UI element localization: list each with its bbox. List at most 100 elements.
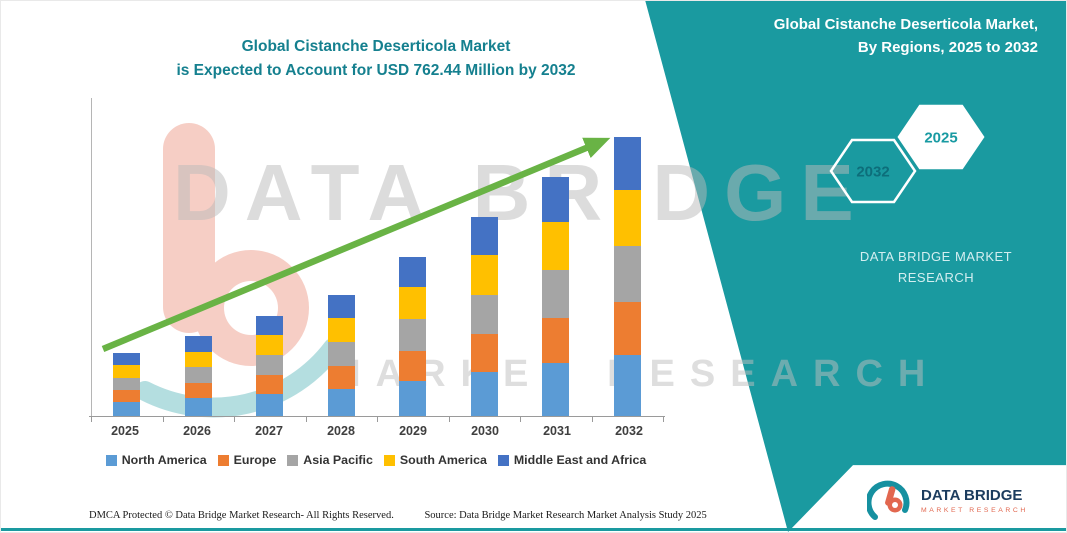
- segment-south-america: [542, 222, 570, 271]
- segment-north-america: [542, 363, 570, 416]
- hexagon-2025: 2025: [897, 104, 985, 170]
- segment-middle-east-and-africa: [399, 256, 427, 287]
- segment-middle-east-and-africa: [184, 336, 212, 352]
- segment-europe: [613, 301, 641, 355]
- axis-tick: [305, 417, 307, 422]
- segment-asia-pacific: [256, 355, 284, 376]
- segment-europe: [542, 318, 570, 364]
- axis-tick: [162, 417, 164, 422]
- bar-slot-2031: [520, 101, 592, 416]
- segment-middle-east-and-africa: [256, 316, 284, 336]
- axis-tick: [591, 417, 593, 422]
- segment-middle-east-and-africa: [542, 177, 570, 223]
- segment-north-america: [399, 380, 427, 416]
- panel-brand-line1: DATA BRIDGE MARKET: [859, 249, 1013, 264]
- stacked-bar-2029: [399, 101, 427, 416]
- x-axis: 2025 2026 2027 2028 2029 2030 2031 2032: [89, 416, 665, 438]
- segment-middle-east-and-africa: [613, 136, 641, 190]
- axis-tick: [663, 417, 664, 422]
- chart-title-line2: is Expected to Account for USD 762.44 Mi…: [176, 62, 576, 80]
- segment-north-america: [256, 394, 284, 416]
- panel-brand-text: DATA BRIDGE MARKET RESEARCH: [836, 247, 1036, 289]
- stacked-bar-2026: [184, 101, 212, 416]
- segment-middle-east-and-africa: [113, 353, 141, 366]
- legend-label: South America: [399, 453, 487, 467]
- legend-swatch: [383, 454, 395, 466]
- legend-swatch: [105, 454, 117, 466]
- segment-north-america: [613, 354, 641, 416]
- segment-south-america: [470, 254, 498, 295]
- x-tick-label-2030: 2030: [471, 424, 499, 438]
- stacked-bar-2031: [542, 101, 570, 416]
- segment-asia-pacific: [542, 270, 570, 319]
- segment-asia-pacific: [184, 367, 212, 384]
- stacked-bar-2027: [256, 101, 284, 416]
- bar-slot-2029: [377, 101, 449, 416]
- segment-south-america: [399, 286, 427, 319]
- stacked-bar-2032: [613, 101, 641, 416]
- dbmr-logo: DATA BRIDGE MARKET RESEARCH: [867, 477, 1028, 523]
- segment-north-america: [113, 402, 141, 416]
- segment-middle-east-and-africa: [470, 216, 498, 255]
- bar-slot-2028: [306, 101, 378, 416]
- stacked-bar-2028: [327, 101, 355, 416]
- bar-slot-2030: [449, 101, 521, 416]
- dbmr-logo-icon: [867, 480, 910, 520]
- segment-europe: [470, 334, 498, 373]
- panel-title-line1: Global Cistanche Deserticola Market,: [773, 16, 1038, 33]
- segment-north-america: [470, 372, 498, 416]
- segment-asia-pacific: [327, 341, 355, 367]
- x-tick-label-2028: 2028: [327, 424, 355, 438]
- segment-south-america: [613, 189, 641, 246]
- dmca-notice: DMCA Protected © Data Bridge Market Rese…: [89, 510, 394, 521]
- segment-europe: [399, 350, 427, 381]
- legend-item-europe: Europe: [217, 453, 277, 467]
- bar-slot-2025: [91, 101, 163, 416]
- segment-south-america: [327, 317, 355, 342]
- plot-area: [91, 101, 663, 416]
- bar-slot-2032: [592, 101, 664, 416]
- x-tick-label-2025: 2025: [111, 424, 139, 438]
- segment-south-america: [184, 351, 212, 368]
- axis-tick: [448, 417, 450, 422]
- legend-item-north-america: North America: [105, 453, 207, 467]
- axis-tick: [91, 417, 92, 422]
- x-axis-ticks: [91, 417, 664, 422]
- axis-tick: [234, 417, 235, 422]
- legend-label: Asia Pacific: [303, 453, 373, 467]
- hexagon-2025-label: 2025: [924, 130, 957, 147]
- y-axis-line: [91, 98, 92, 417]
- segment-south-america: [256, 335, 284, 356]
- segment-north-america: [327, 389, 355, 416]
- legend-swatch: [217, 454, 229, 466]
- x-tick-label-2032: 2032: [615, 424, 643, 438]
- segment-europe: [256, 375, 284, 395]
- x-tick-label-2026: 2026: [183, 424, 211, 438]
- hexagon-2032: 2032: [829, 138, 917, 204]
- segment-south-america: [113, 365, 141, 378]
- legend-swatch: [497, 454, 509, 466]
- source-note: Source: Data Bridge Market Research Mark…: [424, 510, 707, 521]
- bottom-accent-line: [1, 528, 1066, 531]
- legend-label: North America: [121, 453, 207, 467]
- legend-item-south-america: South America: [383, 453, 487, 467]
- chart-title-line1: Global Cistanche Deserticola Market: [241, 38, 511, 55]
- segment-asia-pacific: [470, 294, 498, 335]
- panel-brand-line2: RESEARCH: [897, 269, 975, 285]
- dbmr-logo-text: DATA BRIDGE MARKET RESEARCH: [921, 487, 1028, 514]
- panel-title: Global Cistanche Deserticola Market, By …: [608, 13, 1038, 60]
- segment-north-america: [184, 398, 212, 416]
- stacked-bar-2025: [113, 101, 141, 416]
- footer: DMCA Protected © Data Bridge Market Rese…: [89, 510, 707, 521]
- legend-label: Europe: [233, 453, 277, 467]
- segment-asia-pacific: [613, 245, 641, 302]
- bar-slot-2027: [234, 101, 306, 416]
- legend-swatch: [287, 454, 299, 466]
- axis-tick: [520, 417, 521, 422]
- x-tick-label-2029: 2029: [399, 424, 427, 438]
- year-hexagons: 2032 2025: [829, 104, 985, 204]
- panel-title-line2: By Regions, 2025 to 2032: [857, 39, 1038, 57]
- segment-europe: [113, 390, 141, 403]
- x-tick-label-2031: 2031: [543, 424, 571, 438]
